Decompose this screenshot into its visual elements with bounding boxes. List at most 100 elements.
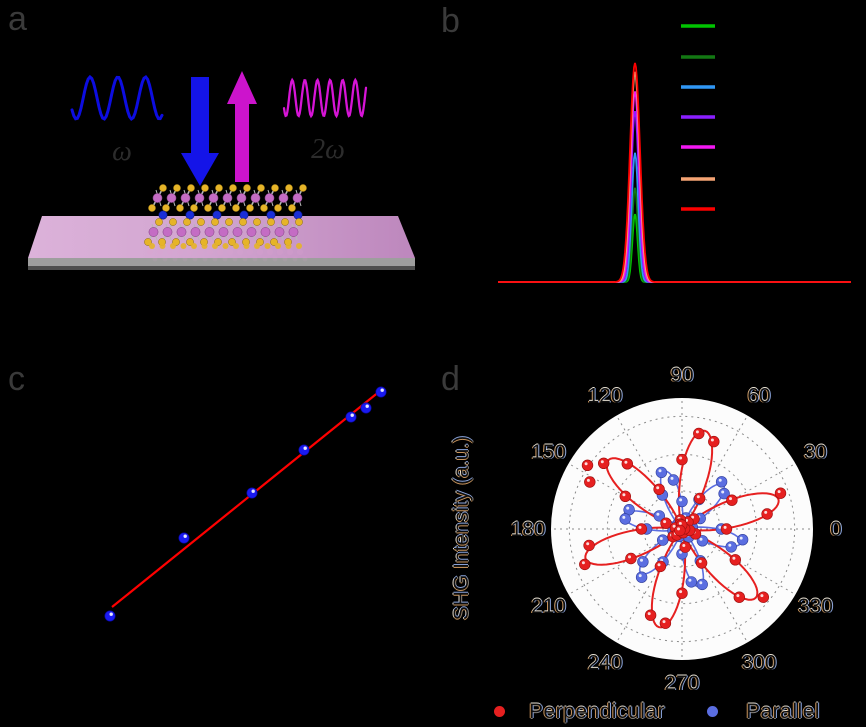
data-point (104, 610, 116, 622)
polar-angle-label: 120 (588, 385, 623, 408)
polar-angle-label: 150 (530, 441, 565, 464)
data-point-highlight (350, 413, 354, 417)
polar-angle-label: 210 (530, 595, 565, 618)
data-point-highlight (109, 612, 113, 616)
polar-point-perpendicular (653, 483, 665, 496)
polar-grid-spoke (681, 463, 795, 530)
polar-angle-label: 30 (803, 441, 826, 464)
panel-c-power-dependence-chart (104, 386, 387, 622)
polar-point-perpendicular (644, 609, 657, 621)
two-omega-label: 2ω (311, 134, 345, 165)
polar-angle-label: 0 (829, 518, 841, 541)
polar-point-parallel (653, 510, 666, 522)
polar-point-perpendicular (674, 524, 686, 537)
polar-grid-ring (606, 453, 758, 605)
polar-point-perpendicular (761, 508, 773, 520)
panel-d-label: d (441, 360, 460, 398)
polar-point-parallel (637, 556, 649, 568)
data-point (246, 487, 258, 499)
polar-point-perpendicular (625, 552, 637, 565)
polar-grid-spoke (616, 528, 683, 642)
legend-dot-perpendicular (494, 706, 505, 717)
data-point (375, 386, 387, 398)
polar-point-parallel (736, 534, 749, 546)
substrate-edge-shadow (28, 266, 415, 270)
polar-point-perpendicular (584, 476, 596, 488)
polar-angle-label: 300 (740, 651, 775, 674)
polar-point-perpendicular (676, 587, 688, 599)
spectrum-curve-6 (498, 71, 851, 283)
polar-point-perpendicular (757, 591, 769, 603)
polar-angle-label: 30 (805, 441, 828, 464)
polar-angle-label: 210 (531, 594, 566, 617)
panel-a-label: a (8, 0, 27, 38)
data-point-highlight (380, 388, 384, 392)
polar-grid-spoke (681, 416, 748, 530)
crystal-layer (148, 184, 307, 212)
polar-point-parallel (725, 541, 737, 553)
polar-point-perpendicular (598, 457, 610, 470)
polar-point-parallel (718, 487, 730, 500)
polar-point-perpendicular (679, 541, 691, 553)
spectrum-curve-7 (498, 62, 851, 283)
polar-angle-label: 0 (830, 518, 842, 541)
polar-point-perpendicular (654, 560, 667, 573)
polar-angle-label: 150 (531, 440, 566, 463)
polar-angle-label: 180 (509, 518, 544, 541)
polar-point-parallel (685, 576, 697, 588)
shg-wave (282, 77, 368, 119)
spectrum-curve-2 (498, 187, 851, 283)
panel-c-label: c (8, 360, 25, 398)
polar-point-parallel (635, 571, 648, 583)
polar-point-perpendicular (676, 453, 688, 466)
polar-point-perpendicular (729, 554, 741, 566)
polar-angle-label: 330 (799, 595, 834, 618)
polar-angle-label: 90 (669, 364, 692, 387)
polar-angle-label: 330 (797, 595, 832, 618)
polar-angle-label: 240 (587, 651, 622, 674)
incident-wave (70, 74, 164, 122)
data-point (345, 411, 357, 423)
shg-arrow-icon (227, 71, 257, 182)
polar-angle-label: 240 (586, 651, 621, 674)
panel-a-schematic: ω 2ω (28, 71, 415, 270)
data-point (298, 444, 310, 456)
polar-point-parallel (696, 578, 708, 591)
polar-point-perpendicular (621, 458, 634, 470)
polar-angle-label: 120 (587, 384, 622, 407)
polar-grid-spoke (569, 463, 683, 530)
polar-point-perpendicular (635, 523, 648, 535)
polar-angle-label: 240 (587, 650, 622, 673)
polar-point-perpendicular (695, 557, 708, 569)
polar-point-perpendicular (659, 617, 672, 629)
polar-grid-spoke (616, 416, 683, 530)
polar-angle-label: 90 (670, 363, 693, 386)
spectrum-curve-5 (498, 91, 851, 283)
polar-radial-axis-label: SHG Intensity (a.u.) (450, 435, 473, 621)
polar-point-perpendicular (694, 492, 706, 505)
crystal-reflection (147, 249, 308, 262)
polar-point-perpendicular (733, 591, 745, 603)
polar-angle-label: 180 (511, 518, 546, 541)
polar-angle-label: 180 (510, 517, 545, 540)
polar-angle-label: 270 (664, 671, 699, 694)
spectrum-curve-1 (498, 213, 851, 283)
polar-angle-label: 150 (531, 441, 566, 464)
polar-grid-spoke (569, 528, 683, 595)
polar-angle-label: 60 (748, 385, 771, 408)
polar-point-parallel (676, 495, 688, 508)
data-point-highlight (303, 446, 307, 450)
fit-line (111, 390, 381, 608)
spectrum-curve-4 (498, 111, 851, 283)
polar-angle-label: 210 (532, 595, 567, 618)
polar-grid-spoke (681, 528, 748, 642)
polar-angle-label: 60 (747, 385, 770, 408)
polar-angle-label: 90 (671, 364, 694, 387)
polar-angle-label: 30 (804, 441, 827, 464)
polar-point-parallel (715, 476, 728, 488)
polar-angle-label: 270 (663, 672, 698, 695)
polar-point-parallel (655, 466, 668, 479)
panel-b-spectra-chart (498, 24, 851, 283)
data-point (178, 532, 190, 544)
polar-point-perpendicular (693, 427, 705, 440)
